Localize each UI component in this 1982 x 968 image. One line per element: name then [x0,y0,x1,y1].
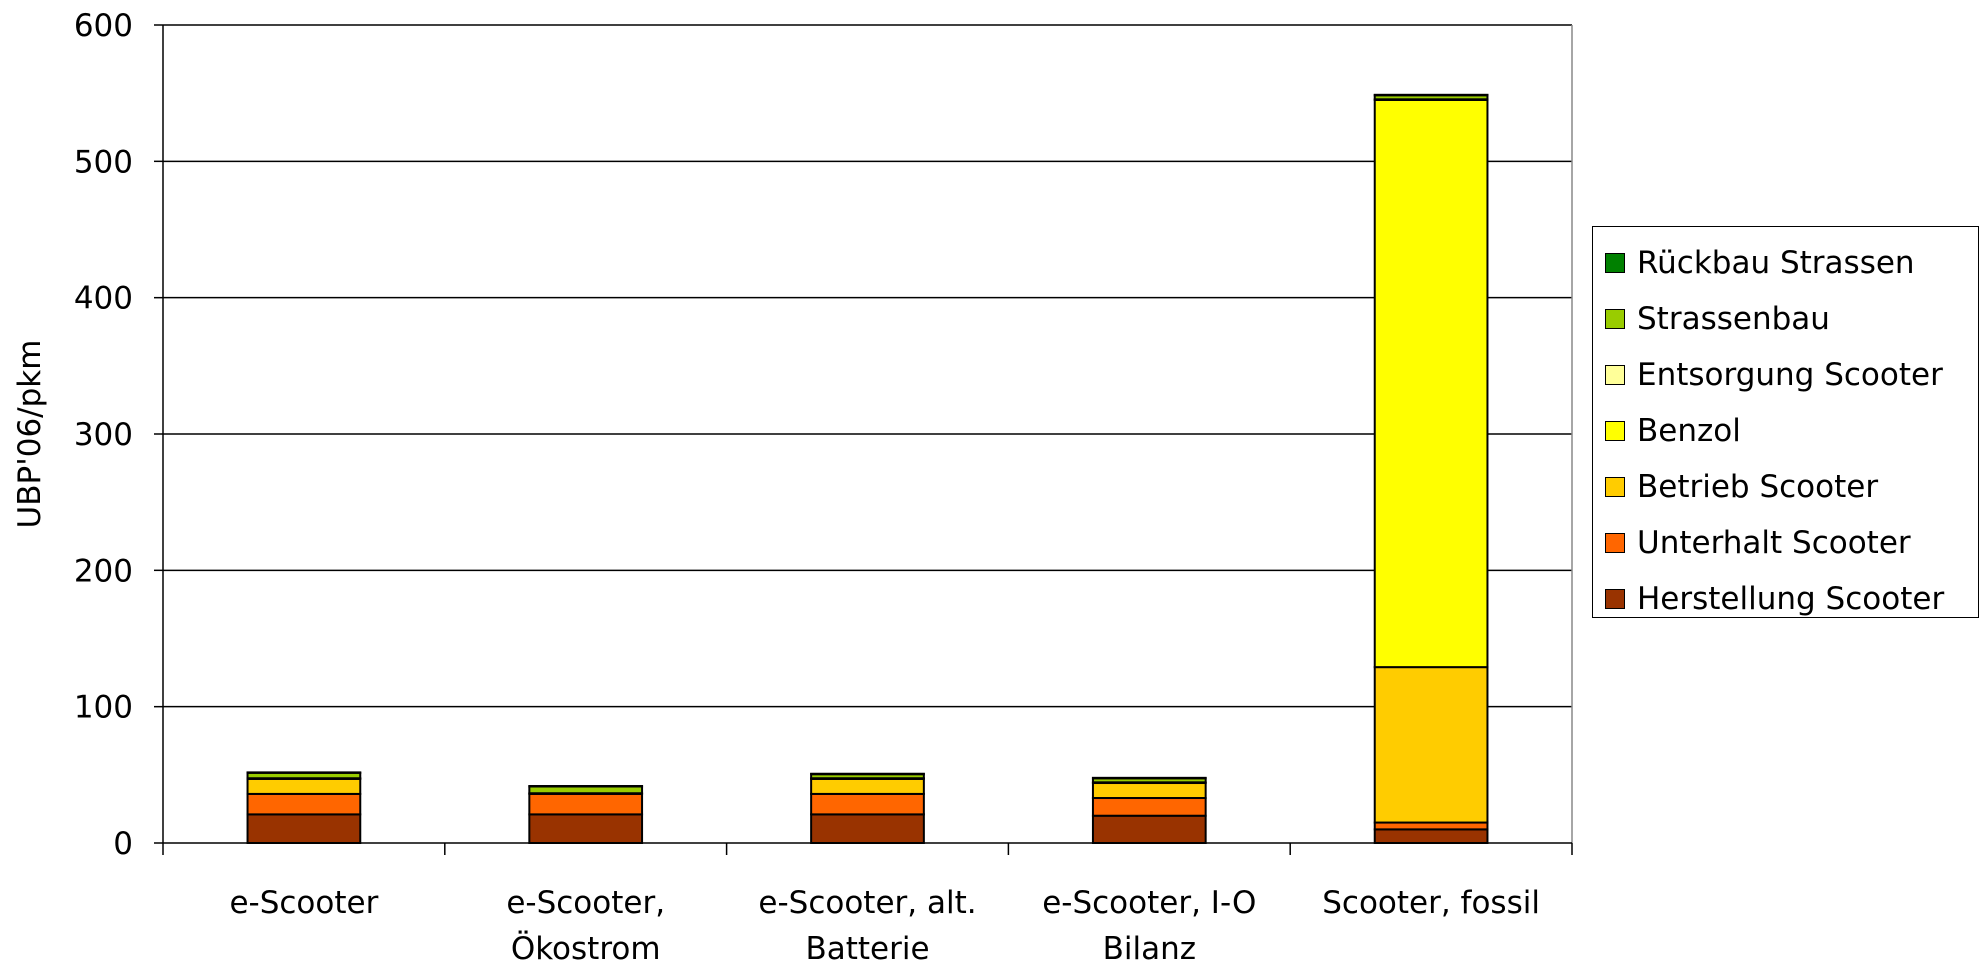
legend-swatch [1605,477,1625,497]
x-tick-label: e-Scooter [229,885,378,921]
y-tick-label: 100 [74,690,133,726]
legend-label: Betrieb Scooter [1637,469,1879,505]
legend-swatch [1605,589,1625,609]
legend-label: Strassenbau [1637,301,1830,337]
bar-segment [246,777,362,795]
legend-item: Unterhalt Scooter [1605,515,1978,571]
legend-item: Betrieb Scooter [1605,459,1978,515]
x-tick-labels: e-Scooter e-Scooter, Ökostrom e-Scooter, al… [229,885,1540,967]
legend-swatch [1605,365,1625,385]
legend: Rückbau Strassen Strassenbau Entsorgung Sc… [1592,226,1979,618]
bar-segment [1091,797,1207,817]
y-tick-label: 500 [74,144,133,180]
y-tick-label: 200 [74,553,133,589]
y-tick-label: 300 [74,417,133,453]
bar-segment [528,785,644,788]
x-tick-label: Scooter, fossil [1322,885,1540,921]
y-tick-label: 400 [74,281,133,317]
bar-segment [246,813,362,844]
x-tick-label: e-Scooter, alt. Batterie [758,885,976,967]
bar-segment [810,813,925,844]
legend-swatch [1605,253,1625,273]
legend-label: Benzol [1637,413,1741,449]
y-tick-labels: 0 100 200 300 400 500 600 [74,8,133,862]
y-tick-label: 600 [74,8,133,44]
y-axis-label: UBP'06/pkm [12,340,48,529]
legend-item: Herstellung Scooter [1605,571,1978,627]
bar-segment [1373,828,1489,844]
axes [154,24,1573,855]
gridlines [163,24,1572,708]
legend-label: Herstellung Scooter [1637,581,1945,617]
legend-swatch [1605,421,1625,441]
x-tick-label: e-Scooter, I-O Bilanz [1042,885,1256,967]
bar-segment [528,792,644,816]
bar-segment [246,792,362,816]
bar-segment [1373,666,1489,824]
bars [246,93,1489,845]
legend-item: Benzol [1605,403,1978,459]
bar-segment [528,813,644,844]
legend-label: Unterhalt Scooter [1637,525,1911,561]
bar-segment [1091,814,1207,845]
legend-label: Rückbau Strassen [1637,245,1915,281]
bar-segment [810,777,925,795]
y-tick-label: 0 [113,826,133,862]
legend-label: Entsorgung Scooter [1637,357,1943,393]
bar-segment [1373,93,1489,97]
bar-segment [1373,821,1489,831]
bar-segment [810,772,925,776]
bar-segment [246,771,362,774]
bar-segment [1091,776,1207,780]
bar-segment [1091,782,1207,800]
legend-item: Rückbau Strassen [1605,235,1978,291]
legend-item: Entsorgung Scooter [1605,347,1978,403]
legend-item: Strassenbau [1605,291,1978,347]
x-tick-label: e-Scooter, Ökostrom [506,885,665,967]
bar-segment [810,792,925,816]
legend-swatch [1605,309,1625,329]
bar-segment [1373,98,1489,669]
legend-swatch [1605,533,1625,553]
